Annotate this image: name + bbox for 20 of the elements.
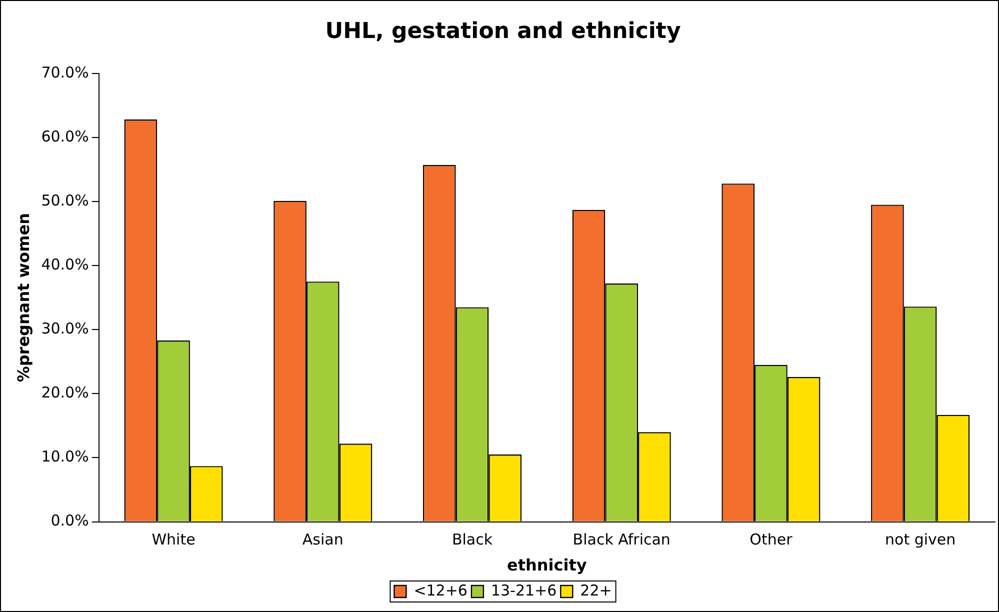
x-tick-label: White <box>152 530 196 549</box>
y-tick-label: 20.0% <box>41 384 89 402</box>
legend-label: 22+ <box>580 581 612 600</box>
y-tick-label: 70.0% <box>41 63 89 82</box>
y-tick-label: 0.0% <box>50 512 89 530</box>
x-tick-label: Other <box>750 530 794 549</box>
legend-label: 13-21+6 <box>490 581 557 600</box>
y-tick-label: 10.0% <box>41 448 89 466</box>
x-tick-label: Asian <box>302 530 344 549</box>
y-tick-label: 40.0% <box>41 255 89 274</box>
x-tick-label: not given <box>885 530 956 549</box>
x-tick-label: Black <box>452 530 493 549</box>
legend-label: <12+6 <box>414 581 468 600</box>
chart-title: UHL, gestation and ethnicity <box>325 18 681 44</box>
y-tick-label: 60.0% <box>41 127 89 146</box>
y-axis-title: %pregnant women <box>14 213 33 382</box>
y-tick-label: 50.0% <box>41 191 89 210</box>
y-tick-label: 30.0% <box>41 320 89 338</box>
x-axis-title: ethnicity <box>507 556 588 575</box>
x-tick-label: Black African <box>572 530 670 549</box>
